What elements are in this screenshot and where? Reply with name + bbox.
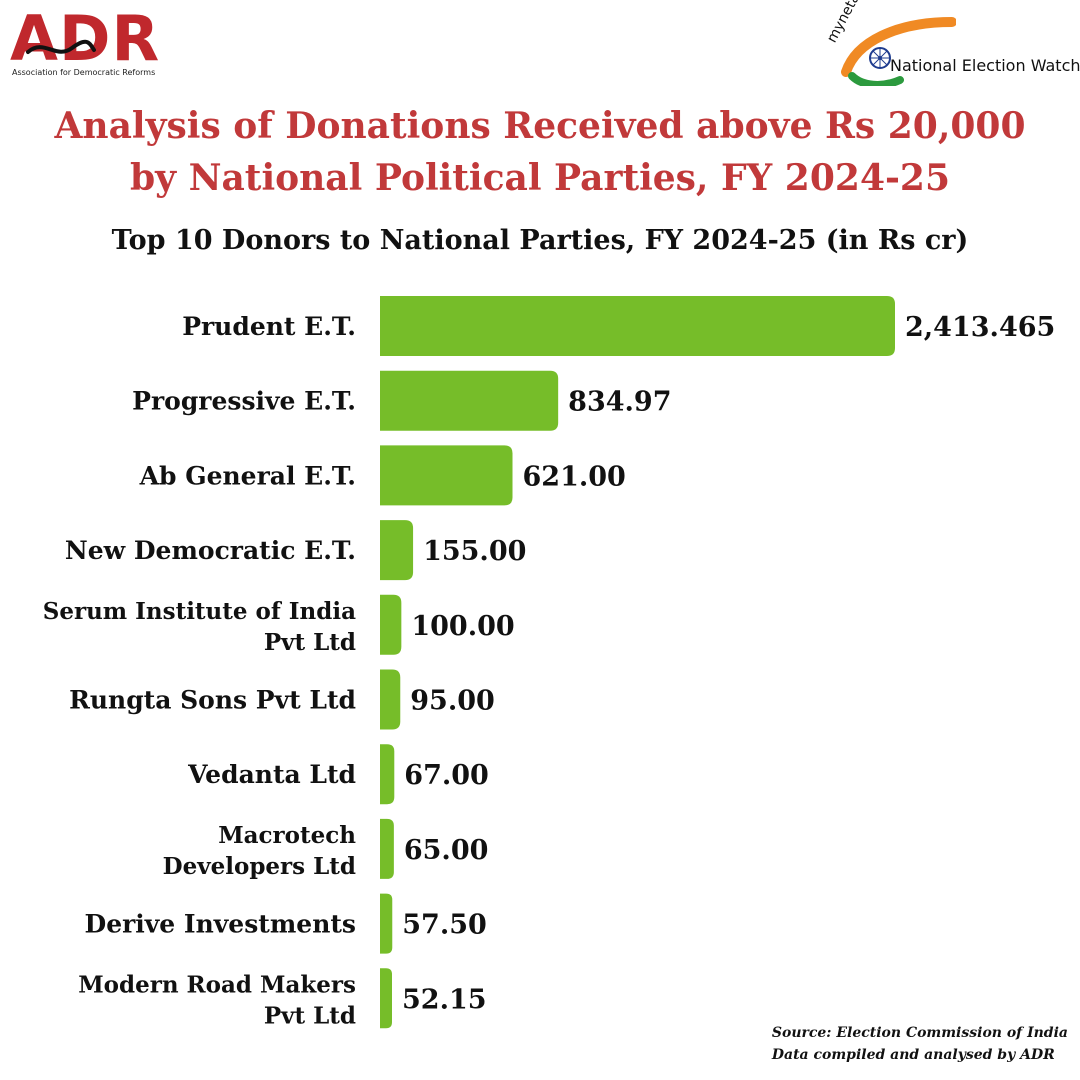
new-logo-title: National Election Watch <box>890 56 1080 75</box>
value-label-10: 52.15 <box>402 984 487 1015</box>
bar-7 <box>380 744 395 805</box>
bar-9 <box>380 893 393 954</box>
compiled-line: Data compiled and analysed by ADR <box>771 1047 1055 1063</box>
bar-6 <box>380 669 401 730</box>
value-label-4: 155.00 <box>423 536 526 567</box>
category-label-6: Rungta Sons Pvt Ltd <box>69 686 356 715</box>
value-label-2: 834.97 <box>568 387 671 418</box>
bar-8 <box>380 818 394 879</box>
category-label-1: Prudent E.T. <box>182 312 356 341</box>
bar-10 <box>380 968 392 1029</box>
bar-1 <box>380 296 895 356</box>
bar-3 <box>380 445 513 506</box>
adr-logo-text: ADR <box>10 2 161 75</box>
tricolor-chakra-icon <box>841 17 956 86</box>
category-label-7: Vedanta Ltd <box>187 760 356 789</box>
adr-logo-subtitle: Association for Democratic Reforms <box>12 68 156 77</box>
page-title: Analysis of Donations Received above Rs … <box>0 100 1080 204</box>
category-label-2: Progressive E.T. <box>132 387 356 416</box>
value-label-7: 67.00 <box>404 760 489 791</box>
category-label-5: Serum Institute of India Pvt Ltd <box>43 598 356 656</box>
value-label-5: 100.00 <box>411 611 514 642</box>
source-note: Source: Election Commission of India Dat… <box>772 1022 1068 1066</box>
chart-title: Top 10 Donors to National Parties, FY 20… <box>111 225 969 256</box>
category-label-9: Derive Investments <box>85 910 356 939</box>
page-title-line-2: by National Political Parties, FY 2024-2… <box>129 157 951 199</box>
value-label-1: 2,413.465 <box>905 312 1055 343</box>
bar-4 <box>380 520 414 581</box>
value-label-9: 57.50 <box>402 910 487 941</box>
bar-5 <box>380 594 402 655</box>
value-label-8: 65.00 <box>404 835 489 866</box>
value-label-3: 621.00 <box>523 461 626 492</box>
source-line: Source: Election Commission of India <box>771 1025 1068 1041</box>
adr-swoosh-icon <box>26 39 96 54</box>
new-logo: myneta.info National Election Watch <box>822 0 1080 86</box>
page-title-line-1: Analysis of Donations Received above Rs … <box>54 105 1026 147</box>
adr-logo: ADR Association for Democratic Reforms <box>6 8 166 80</box>
category-label-4: New Democratic E.T. <box>65 536 356 565</box>
value-label-6: 95.00 <box>410 686 495 717</box>
bar-2 <box>380 370 559 431</box>
category-label-3: Ab General E.T. <box>139 461 356 490</box>
category-label-10: Modern Road Makers Pvt Ltd <box>78 971 356 1029</box>
category-label-8: Macrotech Developers Ltd <box>163 822 357 880</box>
